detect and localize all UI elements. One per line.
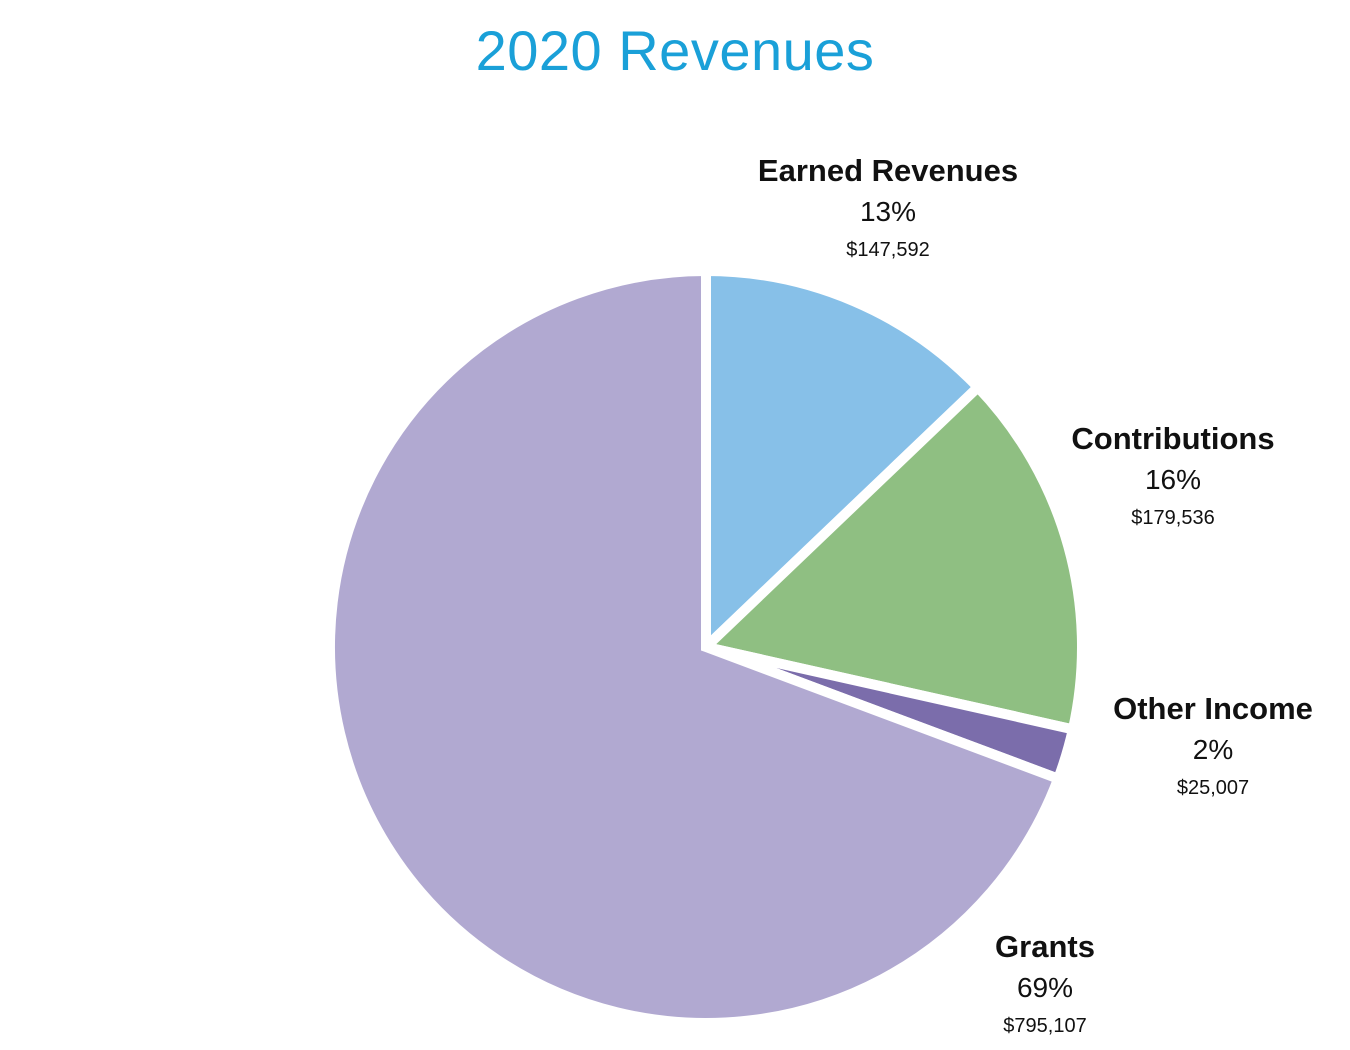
label-earned-revenues: Earned Revenues 13% $147,592	[758, 152, 1018, 268]
label-grants-percent: 69%	[1016, 972, 1074, 1003]
label-other-income-percent: 2%	[1192, 734, 1234, 765]
label-grants: Grants 69% $795,107	[995, 928, 1095, 1044]
pie-slice-contributions	[695, 380, 1087, 736]
label-earned-revenues-percent: 13%	[859, 196, 917, 227]
chart-title: 2020 Revenues	[475, 19, 875, 82]
pie-slice-grants	[325, 265, 1065, 1028]
label-other-income-name: Other Income	[1113, 691, 1313, 726]
label-contributions: Contributions 16% $179,536	[1071, 420, 1274, 536]
label-earned-revenues-amount: $147,592	[846, 239, 930, 261]
label-grants-name: Grants	[995, 929, 1095, 964]
label-contributions-percent: 16%	[1144, 464, 1202, 495]
label-other-income: Other Income 2% $25,007	[1113, 690, 1313, 806]
label-grants-amount: $795,107	[1003, 1015, 1087, 1037]
pie-slice-earned-revenues	[701, 265, 985, 659]
label-other-income-amount: $25,007	[1176, 777, 1250, 799]
label-contributions-name: Contributions	[1071, 421, 1275, 456]
label-contributions-amount: $179,536	[1131, 507, 1215, 529]
label-earned-revenues-name: Earned Revenues	[757, 153, 1019, 188]
